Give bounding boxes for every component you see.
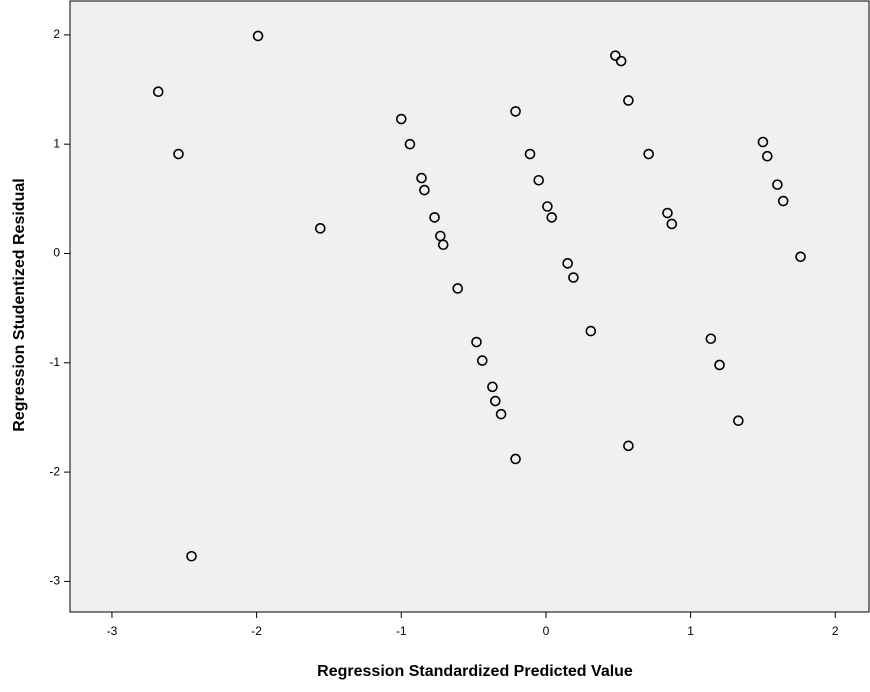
point <box>662 207 673 219</box>
point <box>623 95 634 106</box>
point <box>623 440 634 452</box>
point <box>490 395 501 407</box>
y-tick-label: 1 <box>53 136 60 150</box>
plot-area <box>69 0 870 613</box>
point <box>416 172 427 184</box>
point <box>487 381 498 393</box>
point <box>562 258 573 269</box>
point <box>795 251 806 263</box>
point <box>429 212 440 223</box>
x-tick-label: -1 <box>396 624 407 638</box>
point <box>610 50 621 61</box>
x-tick-label: 0 <box>543 624 550 638</box>
point <box>419 184 430 196</box>
point <box>757 136 769 148</box>
point <box>152 86 164 98</box>
point <box>777 195 789 207</box>
point <box>173 148 184 160</box>
point <box>585 325 597 337</box>
point <box>546 212 558 223</box>
point <box>761 150 773 162</box>
point <box>510 453 521 465</box>
point <box>615 55 627 67</box>
x-axis-title: Regression Standardized Predicted Value <box>317 663 633 680</box>
point <box>772 179 783 190</box>
point <box>733 415 744 427</box>
point <box>666 218 678 230</box>
point <box>495 408 507 420</box>
point <box>533 174 545 186</box>
y-axis-title: Regression Studentized Residual <box>11 178 28 431</box>
y-tick-label: 0 <box>53 246 60 260</box>
point <box>705 333 717 345</box>
point <box>395 113 407 125</box>
point <box>404 138 416 150</box>
point <box>542 201 553 212</box>
point <box>471 336 482 348</box>
x-tick-label: 2 <box>832 624 839 638</box>
y-tick-label: -1 <box>49 355 60 369</box>
point <box>510 106 521 117</box>
point <box>314 223 326 234</box>
y-tick-label: -3 <box>49 574 60 588</box>
point <box>643 148 654 160</box>
x-tick-label: -3 <box>107 624 118 638</box>
point <box>714 359 725 371</box>
point <box>437 239 449 251</box>
point <box>524 148 536 160</box>
x-tick-label: 1 <box>687 624 694 638</box>
y-tick-label: 2 <box>53 27 60 41</box>
point <box>568 272 579 283</box>
point <box>186 550 197 562</box>
point <box>252 30 264 42</box>
y-tick-label: -2 <box>49 464 60 478</box>
point <box>476 355 488 366</box>
point <box>452 283 464 294</box>
x-tick-label: -2 <box>251 624 262 638</box>
